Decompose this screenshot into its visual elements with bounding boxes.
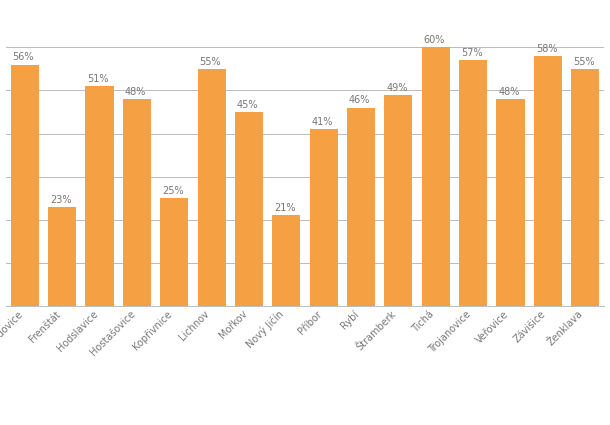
- Bar: [534, 56, 562, 306]
- Bar: [422, 47, 450, 306]
- Bar: [497, 99, 525, 306]
- Text: 41%: 41%: [312, 117, 333, 127]
- Text: 46%: 46%: [349, 96, 370, 105]
- Text: 55%: 55%: [199, 57, 221, 67]
- Text: 55%: 55%: [573, 57, 595, 67]
- Bar: [11, 65, 39, 306]
- Bar: [272, 215, 300, 306]
- Text: 25%: 25%: [162, 186, 184, 196]
- Bar: [347, 108, 375, 306]
- Bar: [459, 60, 487, 306]
- Text: 45%: 45%: [237, 100, 258, 110]
- Text: 60%: 60%: [423, 35, 445, 45]
- Bar: [123, 99, 151, 306]
- Text: 21%: 21%: [274, 203, 296, 213]
- Bar: [198, 69, 226, 306]
- Text: 58%: 58%: [536, 44, 557, 54]
- Bar: [160, 198, 188, 306]
- Text: 48%: 48%: [124, 87, 146, 97]
- Text: 48%: 48%: [498, 87, 520, 97]
- Text: 56%: 56%: [13, 52, 34, 62]
- Bar: [235, 112, 263, 306]
- Text: 49%: 49%: [386, 82, 407, 93]
- Text: 51%: 51%: [87, 74, 109, 84]
- Bar: [571, 69, 599, 306]
- Bar: [48, 207, 76, 306]
- Bar: [310, 129, 338, 306]
- Text: 23%: 23%: [50, 195, 71, 205]
- Text: 57%: 57%: [461, 48, 483, 58]
- Bar: [85, 86, 113, 306]
- Bar: [384, 95, 412, 306]
